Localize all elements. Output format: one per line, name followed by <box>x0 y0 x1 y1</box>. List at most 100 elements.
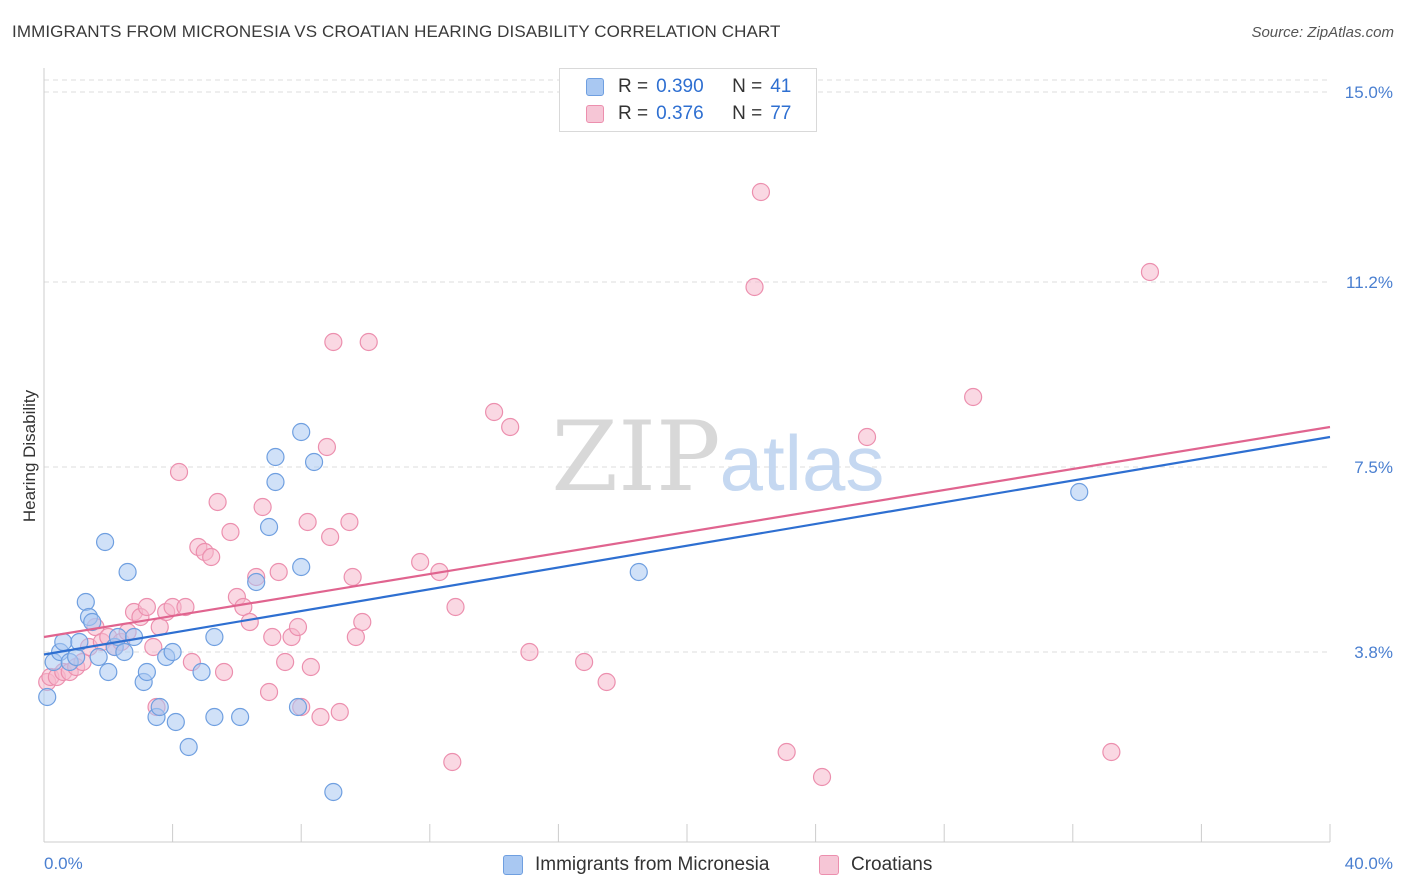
croatians-point <box>443 752 462 772</box>
croatians-point <box>221 522 240 542</box>
legend-row-croatians: R = 0.376 N = 77 <box>586 102 791 126</box>
micronesia-point <box>247 572 266 592</box>
legend-n-value: 41 <box>770 76 792 97</box>
axes <box>43 68 1331 843</box>
micronesia-point <box>205 627 224 647</box>
micronesia-point <box>76 592 95 612</box>
y-tick-label: 7.5% <box>1354 458 1393 477</box>
croatians-point <box>288 617 308 637</box>
croatians-point <box>340 512 359 532</box>
croatians-point <box>298 512 317 532</box>
micronesia-point <box>205 707 224 727</box>
croatians-point <box>346 627 365 647</box>
croatians-point <box>353 612 372 632</box>
croatians-point <box>330 702 349 722</box>
legend-n-value: 77 <box>770 103 792 124</box>
croatians-point <box>321 527 340 547</box>
croatians-point <box>311 707 330 727</box>
legend-swatch-blue <box>586 78 604 96</box>
micronesia-point <box>124 627 144 647</box>
micronesia-point <box>1070 482 1089 502</box>
croatians-trend-line <box>43 425 1331 639</box>
croatians-point <box>446 597 465 617</box>
bottom-legend-label: Croatians <box>851 854 933 875</box>
micronesia-point <box>166 712 185 732</box>
legend-r-value: 0.376 <box>656 103 704 124</box>
croatians-point <box>485 402 504 422</box>
micronesia-point <box>179 737 198 757</box>
croatians-point <box>812 767 832 787</box>
y-tick-label: 15.0% <box>1345 83 1393 102</box>
micronesia-point <box>266 447 285 467</box>
micronesia-point <box>324 782 343 802</box>
croatians-point <box>269 562 288 582</box>
croatians-point <box>253 497 272 517</box>
bottom-legend-micronesia: Immigrants from Micronesia <box>503 852 769 878</box>
micronesia-point <box>38 687 57 707</box>
watermark-zip: ZIP <box>551 401 720 513</box>
micronesia-point <box>137 662 156 682</box>
trend-lines <box>43 425 1331 656</box>
croatians-point <box>501 417 520 437</box>
bottom-legend-swatch-blue <box>503 855 523 875</box>
chart-title: IMMIGRANTS FROM MICRONESIA VS CROATIAN H… <box>12 22 781 41</box>
croatians-point <box>240 612 259 632</box>
micronesia-point <box>115 642 134 662</box>
legend-r-label: R = <box>618 103 649 124</box>
legend-r-label: R = <box>618 76 649 97</box>
micronesia-point <box>95 532 115 552</box>
micronesia-point <box>89 647 108 667</box>
croatians-point <box>137 597 156 617</box>
micronesia-point <box>629 562 648 582</box>
croatians-point <box>857 427 877 447</box>
y-tick-labels: 3.8% 7.5% 11.2% 15.0% <box>1345 83 1393 662</box>
micronesia-trend-line <box>43 435 1331 656</box>
croatians-point <box>359 332 378 352</box>
croatians-point <box>745 277 764 297</box>
bottom-legend-croatians: Croatians <box>819 852 932 878</box>
bottom-legend-swatch-pink <box>819 855 839 875</box>
y-tick-label: 3.8% <box>1354 643 1393 662</box>
croatians-point <box>1140 262 1160 282</box>
micronesia-points <box>38 422 1089 802</box>
croatians-point <box>751 182 771 202</box>
croatians-point <box>575 652 594 672</box>
croatians-point <box>276 652 295 672</box>
croatians-point <box>964 387 983 407</box>
croatians-point <box>324 332 343 352</box>
micronesia-point <box>150 697 169 717</box>
micronesia-point <box>99 662 118 682</box>
x-tick-label: 0.0% <box>44 854 83 873</box>
watermark-atlas: atlas <box>720 419 885 507</box>
croatians-point <box>520 642 539 662</box>
croatians-point <box>214 662 234 682</box>
croatians-point <box>597 672 616 692</box>
y-axis-label: Hearing Disability <box>20 389 39 522</box>
gridlines <box>44 79 1330 653</box>
bottom-legend-label: Immigrants from Micronesia <box>535 854 770 875</box>
micronesia-point <box>266 472 285 492</box>
croatians-point <box>208 492 227 512</box>
legend-n-label: N = <box>732 76 763 97</box>
micronesia-point <box>231 707 250 727</box>
croatians-point <box>202 547 221 567</box>
micronesia-point <box>70 632 89 652</box>
croatians-point <box>301 657 320 677</box>
correlation-legend: R = 0.390 N = 41 R = 0.376 N = 77 <box>559 68 817 132</box>
micronesia-point <box>304 452 324 472</box>
croatians-point <box>144 637 163 657</box>
croatians-point <box>176 597 195 617</box>
croatians-point <box>263 627 282 647</box>
croatians-point <box>259 682 279 702</box>
croatians-point <box>317 437 337 457</box>
micronesia-point <box>163 642 182 662</box>
x-tick-label: 40.0% <box>1345 854 1393 873</box>
croatians-point <box>777 742 796 762</box>
croatians-point <box>343 567 362 587</box>
micronesia-point <box>54 632 73 652</box>
micronesia-point <box>292 557 311 577</box>
croatians-point <box>169 462 189 482</box>
croatians-point <box>411 552 430 572</box>
legend-swatch-pink <box>586 105 604 123</box>
